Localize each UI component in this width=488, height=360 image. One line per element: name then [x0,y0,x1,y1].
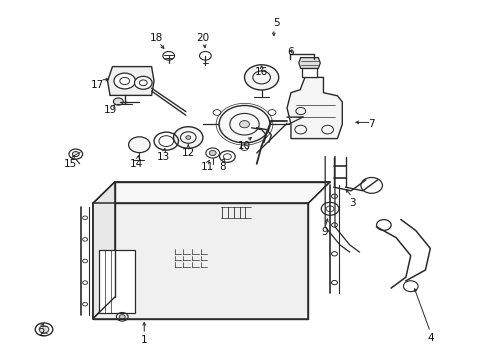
Circle shape [185,136,190,139]
Text: 8: 8 [219,162,225,172]
Circle shape [114,73,135,89]
Bar [302,68,316,77]
Circle shape [219,105,269,143]
Text: 5: 5 [272,18,279,28]
Circle shape [244,65,278,90]
Polygon shape [298,58,320,68]
Text: 20: 20 [196,33,209,43]
Circle shape [128,137,150,153]
Text: 18: 18 [149,33,163,43]
Circle shape [82,281,87,284]
Circle shape [209,150,216,156]
Text: 16: 16 [254,67,268,77]
Text: 7: 7 [367,119,374,129]
Circle shape [173,127,203,148]
Polygon shape [286,77,342,139]
Circle shape [39,326,49,333]
Text: 9: 9 [321,227,328,237]
Text: 1: 1 [141,335,147,345]
Text: 19: 19 [103,105,117,115]
Polygon shape [93,182,115,319]
Text: 11: 11 [201,162,214,172]
Circle shape [82,216,87,220]
Circle shape [134,76,152,89]
Text: 2: 2 [38,328,45,338]
Circle shape [82,259,87,263]
Circle shape [403,281,417,292]
Text: 14: 14 [130,159,143,169]
Bar [99,250,135,313]
Circle shape [119,315,125,319]
Text: 10: 10 [238,141,250,151]
Text: 3: 3 [348,198,355,208]
Text: 15: 15 [64,159,78,169]
Circle shape [113,98,123,105]
Circle shape [72,152,79,157]
Text: 13: 13 [157,152,170,162]
Circle shape [239,121,249,128]
Polygon shape [93,203,307,319]
Text: 12: 12 [181,148,195,158]
Text: 6: 6 [287,47,294,57]
Circle shape [82,238,87,241]
Text: 4: 4 [426,333,433,343]
Polygon shape [93,182,329,203]
Circle shape [82,302,87,306]
Polygon shape [107,67,154,95]
Text: 17: 17 [91,80,104,90]
